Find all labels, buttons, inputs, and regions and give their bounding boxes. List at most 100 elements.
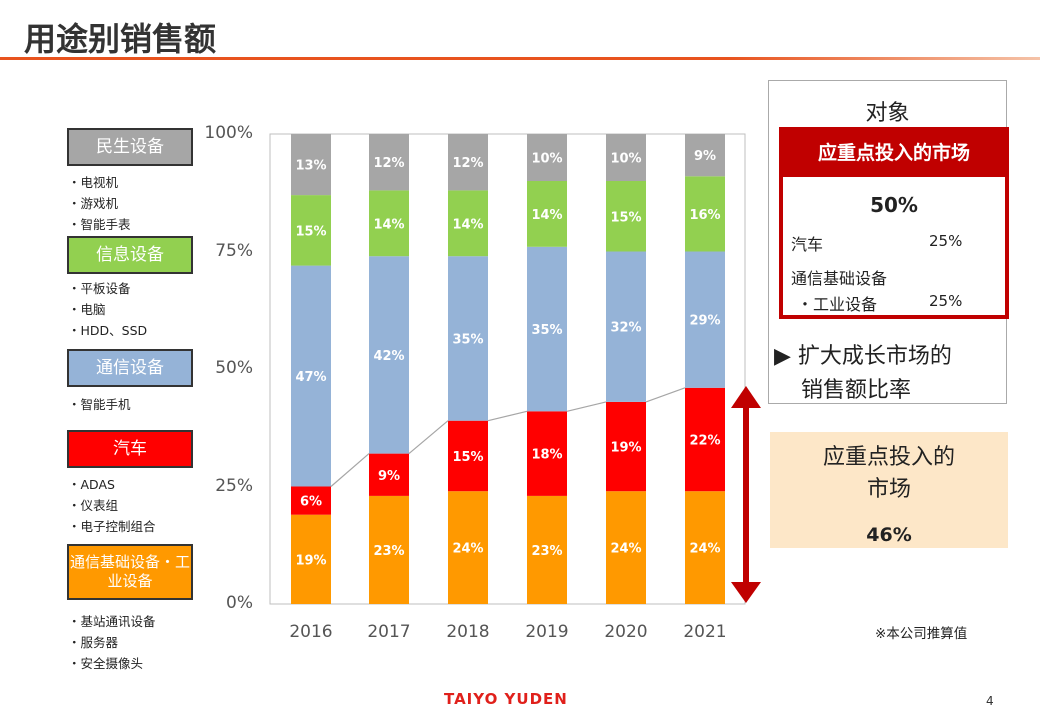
legend-item: ・仪表组 <box>68 498 119 513</box>
plot-area <box>269 133 746 605</box>
legend-items: ・电视机・游戏机・智能手表 <box>68 172 131 235</box>
data-label: 24% <box>610 542 641 557</box>
x-tick-label: 2019 <box>525 622 568 642</box>
legend-item: ・平板设备 <box>68 281 131 296</box>
legend-items: ・ADAS ・仪表组・电子控制组合 <box>68 474 156 537</box>
legend-item: ・基站通讯设备 <box>68 614 156 629</box>
legend-items: ・智能手机 <box>68 394 131 415</box>
page-title: 用途别销售额 <box>24 20 217 58</box>
bar-segment <box>606 491 646 604</box>
x-tick-label: 2016 <box>289 622 332 642</box>
expand-line-2: 销售额比率 <box>801 378 912 403</box>
bar-segment <box>448 491 488 604</box>
bar-segment <box>606 134 646 181</box>
legend-item: ・智能手机 <box>68 397 131 412</box>
legend-item: ・HDD、SSD <box>68 323 148 338</box>
title-divider <box>0 57 1040 60</box>
focus-share-label: 应重点投入的 市场 <box>822 445 955 502</box>
data-label: 10% <box>531 152 562 167</box>
data-label: 23% <box>531 544 562 559</box>
data-label: 12% <box>452 156 483 171</box>
bar-segment <box>527 134 567 181</box>
legend-item: ・安全摄像头 <box>68 656 144 671</box>
footnote: ※本公司推算值 <box>875 626 968 642</box>
data-label: 10% <box>610 152 641 167</box>
data-label: 9% <box>378 469 400 484</box>
data-label: 32% <box>610 321 641 336</box>
x-tick-label: 2021 <box>683 622 726 642</box>
row-label-industrial: ・工业设备 <box>797 295 878 314</box>
bar-segment <box>291 486 331 515</box>
y-tick-label: 75% <box>215 240 253 261</box>
data-label: 9% <box>694 149 716 164</box>
focus-market-box: 应重点投入的市场 50% 汽车 25% 通信基础设备 ・工业设备 25% <box>779 127 1009 319</box>
focus-share-value: 46% <box>866 524 912 546</box>
data-label: 14% <box>373 217 404 232</box>
data-label: 24% <box>452 542 483 557</box>
bar-segment <box>685 134 725 177</box>
y-tick-label: 50% <box>215 358 253 378</box>
data-label: 15% <box>452 450 483 465</box>
row-label-auto: 汽车 <box>791 235 824 254</box>
legend-item: ・电视机 <box>68 175 119 190</box>
data-label: 14% <box>452 217 483 232</box>
data-label: 35% <box>452 332 483 347</box>
x-tick-label: 2020 <box>604 622 647 642</box>
data-label: 14% <box>531 208 562 223</box>
bar-segment <box>685 491 725 604</box>
legend-category: 民生设备 <box>67 128 193 166</box>
bar-segment <box>606 251 646 402</box>
target-heading: 对象 <box>865 101 910 126</box>
legend-items: ・基站通讯设备 ・服务器・安全摄像头 <box>68 611 156 674</box>
connector-line <box>408 420 449 455</box>
legend-item: ・服务器 <box>68 635 119 650</box>
bar-segment <box>606 181 646 252</box>
legend-item: ・ADAS <box>68 477 115 492</box>
data-label: 29% <box>689 314 720 329</box>
expand-line-1: ▶ 扩大成长市场的 <box>774 344 952 369</box>
legend-category: 通信设备 <box>67 349 193 387</box>
y-tick-label: 100% <box>204 123 253 143</box>
legend-item: ・电子控制组合 <box>68 519 156 534</box>
data-label: 6% <box>300 495 322 510</box>
y-tick-label: 25% <box>215 475 253 496</box>
data-label: 24% <box>689 542 720 557</box>
bar-segment <box>685 176 725 252</box>
legend-category: 通信基础设备・工业设备 <box>67 544 193 600</box>
bar-segment <box>291 134 331 196</box>
data-label: 23% <box>373 544 404 559</box>
data-label: 13% <box>295 159 326 174</box>
bar-segment <box>448 256 488 421</box>
x-tick-label: 2017 <box>367 622 410 642</box>
bar-segment <box>606 401 646 492</box>
y-tick-label: 0% <box>226 593 253 613</box>
legend-item: ・智能手表 <box>68 217 131 232</box>
company-logo: TAIYO YUDEN <box>444 690 568 708</box>
data-label: 19% <box>610 441 641 456</box>
row-value-auto: 25% <box>929 232 963 250</box>
row-label-infra: 通信基础设备 <box>791 269 888 288</box>
legend-item: ・游戏机 <box>68 196 119 211</box>
bar-segment <box>369 495 409 604</box>
legend-category: 汽车 <box>67 430 193 468</box>
bar-segment <box>527 246 567 412</box>
data-label: 15% <box>610 210 641 225</box>
data-label: 19% <box>295 553 326 568</box>
bar-segment <box>527 181 567 247</box>
page-number: 4 <box>986 694 994 708</box>
connector-line <box>645 387 686 403</box>
row-value-infra: 25% <box>929 292 963 310</box>
bar-segment <box>369 453 409 496</box>
data-label: 18% <box>531 448 562 463</box>
connector-line <box>330 453 370 487</box>
focus-share-box: 应重点投入的 市场 46% <box>770 432 1008 548</box>
data-label: 15% <box>295 224 326 239</box>
focus-market-total: 50% <box>870 193 918 217</box>
bar-segment <box>291 195 331 266</box>
connector-line <box>566 401 607 412</box>
bar-segment <box>448 134 488 191</box>
expand-text: ▶ 扩大成长市场的 销售额比率 <box>774 340 952 408</box>
bar-segment <box>369 256 409 454</box>
legend-item: ・电脑 <box>68 302 106 317</box>
